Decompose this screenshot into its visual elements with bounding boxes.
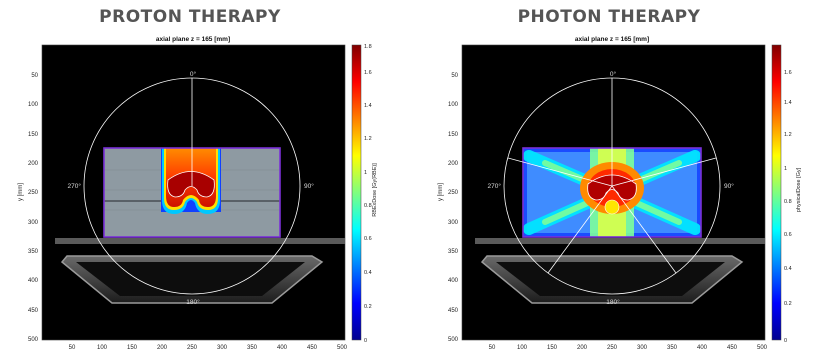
svg-text:1.6: 1.6 xyxy=(784,70,792,76)
svg-text:350: 350 xyxy=(28,249,39,255)
angle-label-right: 90° xyxy=(304,182,314,190)
svg-text:450: 450 xyxy=(727,345,738,351)
svg-text:350: 350 xyxy=(667,345,678,351)
svg-text:1.4: 1.4 xyxy=(364,103,372,109)
svg-text:0.4: 0.4 xyxy=(784,266,792,272)
svg-text:0.8: 0.8 xyxy=(364,203,372,209)
angle-label-right: 90° xyxy=(724,182,734,190)
svg-text:450: 450 xyxy=(448,308,459,314)
svg-text:500: 500 xyxy=(757,345,768,351)
svg-text:0.2: 0.2 xyxy=(364,304,372,310)
svg-text:100: 100 xyxy=(97,345,108,351)
svg-text:0.8: 0.8 xyxy=(784,199,792,205)
plot-title: axial plane z = 165 [mm] xyxy=(156,36,230,43)
svg-text:400: 400 xyxy=(277,345,288,351)
svg-text:500: 500 xyxy=(28,337,39,343)
plot-title: axial plane z = 165 [mm] xyxy=(575,36,649,43)
svg-text:200: 200 xyxy=(448,161,459,167)
treatment-couch xyxy=(55,238,345,304)
svg-text:300: 300 xyxy=(217,345,228,351)
x-axis: 50 100 150 200 250 300 350 400 450 500 xyxy=(489,345,768,351)
svg-text:50: 50 xyxy=(31,73,38,79)
angle-label-left: 270° xyxy=(68,182,82,190)
proton-colorbar: 0 0.2 0.4 0.6 0.8 1 1.2 1.4 1.6 1.8 RBEx… xyxy=(351,44,378,344)
svg-text:150: 150 xyxy=(127,345,138,351)
svg-text:100: 100 xyxy=(28,102,39,108)
svg-text:100: 100 xyxy=(448,102,459,108)
svg-text:250: 250 xyxy=(187,345,198,351)
svg-text:250: 250 xyxy=(448,190,459,196)
svg-text:150: 150 xyxy=(28,132,39,138)
svg-text:150: 150 xyxy=(448,132,459,138)
svg-text:50: 50 xyxy=(489,345,496,351)
svg-text:1.4: 1.4 xyxy=(784,100,792,106)
colorbar-label: RBExDose [Gy(RBE)] xyxy=(372,163,378,217)
svg-text:1: 1 xyxy=(364,170,367,176)
colorbar-label: physicalDose [Gy] xyxy=(796,167,802,212)
y-axis: 50 100 150 200 250 300 350 400 450 500 y… xyxy=(438,73,459,343)
angle-label-top: 0° xyxy=(610,70,617,78)
svg-text:300: 300 xyxy=(637,345,648,351)
svg-text:0.6: 0.6 xyxy=(364,236,372,242)
svg-text:300: 300 xyxy=(28,220,39,226)
treatment-couch xyxy=(475,238,765,304)
svg-text:450: 450 xyxy=(307,345,318,351)
svg-text:350: 350 xyxy=(448,249,459,255)
svg-text:250: 250 xyxy=(607,345,618,351)
angle-label-top: 0° xyxy=(190,70,197,78)
angle-label-left: 270° xyxy=(488,182,502,190)
x-axis: 50 100 150 200 250 300 350 400 450 500 xyxy=(69,345,348,351)
svg-text:0.4: 0.4 xyxy=(364,270,372,276)
svg-text:200: 200 xyxy=(157,345,168,351)
angle-label-bottom: 180° xyxy=(606,298,620,306)
svg-text:350: 350 xyxy=(247,345,258,351)
svg-text:400: 400 xyxy=(28,278,39,284)
svg-text:500: 500 xyxy=(337,345,348,351)
svg-text:50: 50 xyxy=(69,345,76,351)
svg-text:200: 200 xyxy=(577,345,588,351)
beam-lines xyxy=(507,78,717,274)
svg-text:450: 450 xyxy=(28,308,39,314)
svg-text:150: 150 xyxy=(547,345,558,351)
svg-text:400: 400 xyxy=(697,345,708,351)
proton-panel: PROTON THERAPY axial plane z = 165 [mm] xyxy=(18,7,378,351)
photon-colorbar: 0 0.2 0.4 0.6 0.8 1 1.2 1.4 1.6 physical… xyxy=(771,44,802,344)
panel-heading: PHOTON THERAPY xyxy=(518,7,701,27)
svg-text:1.2: 1.2 xyxy=(364,136,372,142)
svg-text:1: 1 xyxy=(784,166,787,172)
svg-text:400: 400 xyxy=(448,278,459,284)
svg-text:100: 100 xyxy=(517,345,528,351)
svg-text:200: 200 xyxy=(28,161,39,167)
svg-text:250: 250 xyxy=(28,190,39,196)
svg-text:0: 0 xyxy=(784,338,787,344)
svg-text:0.2: 0.2 xyxy=(784,301,792,307)
panel-heading: PROTON THERAPY xyxy=(99,7,281,27)
svg-text:500: 500 xyxy=(448,337,459,343)
svg-text:1.6: 1.6 xyxy=(364,70,372,76)
svg-text:0: 0 xyxy=(364,338,367,344)
svg-text:0.6: 0.6 xyxy=(784,232,792,238)
svg-text:1.8: 1.8 xyxy=(364,44,372,50)
svg-text:300: 300 xyxy=(448,220,459,226)
angle-label-bottom: 180° xyxy=(186,298,200,306)
y-axis: 50 100 150 200 250 300 350 400 450 500 y… xyxy=(18,73,39,343)
svg-text:50: 50 xyxy=(451,73,458,79)
svg-text:1.2: 1.2 xyxy=(784,132,792,138)
y-axis-label: y [mm] xyxy=(438,183,444,201)
photon-panel: PHOTON THERAPY axial plane z = 165 [mm] xyxy=(438,7,802,351)
y-axis-label: y [mm] xyxy=(18,183,24,201)
proton-dose-distribution xyxy=(161,148,221,214)
